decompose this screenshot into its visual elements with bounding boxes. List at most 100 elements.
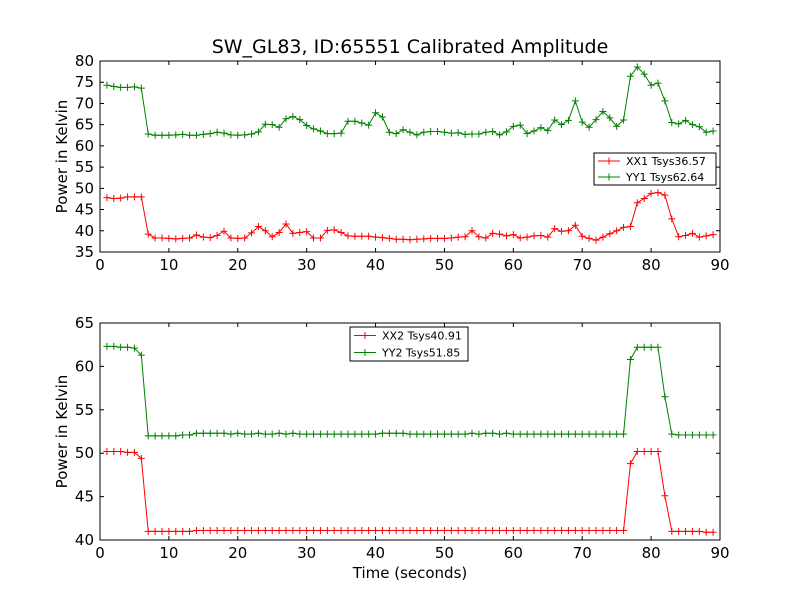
data-point	[516, 526, 524, 534]
data-point	[316, 526, 324, 534]
data-point	[344, 117, 352, 125]
data-point	[358, 526, 366, 534]
data-point	[372, 430, 380, 438]
data-point	[654, 79, 662, 87]
data-point	[172, 131, 180, 139]
data-point	[633, 63, 641, 71]
data-point	[420, 235, 428, 243]
data-point	[268, 121, 276, 129]
data-point	[620, 116, 628, 124]
data-point	[613, 430, 621, 438]
data-point	[213, 429, 221, 437]
data-point	[544, 233, 552, 241]
x-tick-label: 20	[228, 544, 247, 562]
data-point	[227, 131, 235, 139]
data-point	[661, 97, 669, 105]
data-point	[633, 199, 641, 207]
data-point	[502, 429, 510, 437]
y-tick-label: 40	[75, 222, 94, 240]
data-point	[695, 527, 703, 535]
data-point	[248, 130, 256, 138]
data-point	[454, 233, 462, 241]
data-point	[151, 234, 159, 242]
data-point	[620, 526, 628, 534]
data-point	[530, 232, 538, 240]
data-point	[172, 527, 180, 535]
data-point	[254, 223, 262, 231]
data-point	[310, 430, 318, 438]
data-point	[124, 448, 132, 456]
data-point	[179, 527, 187, 535]
data-point	[316, 127, 324, 135]
y-tick-label: 45	[75, 488, 94, 506]
data-point	[688, 431, 696, 439]
data-point	[199, 526, 207, 534]
data-point	[344, 526, 352, 534]
x-tick-label: 50	[435, 544, 454, 562]
data-point	[399, 126, 407, 134]
data-point	[117, 447, 125, 455]
data-point	[220, 429, 228, 437]
data-point	[296, 228, 304, 236]
data-point	[454, 430, 462, 438]
data-point	[496, 131, 504, 139]
data-point	[647, 343, 655, 351]
data-point	[454, 526, 462, 534]
data-point	[261, 430, 269, 438]
data-point	[640, 447, 648, 455]
data-point	[606, 230, 614, 238]
data-point	[103, 342, 111, 350]
data-point	[640, 343, 648, 351]
data-point	[323, 526, 331, 534]
data-point	[406, 430, 414, 438]
data-point	[564, 227, 572, 235]
data-point	[289, 526, 297, 534]
data-point	[654, 447, 662, 455]
legend-swatch	[354, 349, 376, 356]
data-point	[144, 527, 152, 535]
data-point	[654, 189, 662, 197]
data-point	[502, 232, 510, 240]
data-point	[378, 429, 386, 437]
data-point	[537, 526, 545, 534]
y-tick-label: 50	[75, 444, 94, 462]
data-point	[372, 233, 380, 241]
data-point	[468, 429, 476, 437]
data-point	[158, 234, 166, 242]
data-point	[220, 227, 228, 235]
data-point	[420, 430, 428, 438]
x-tick-label: 70	[573, 544, 592, 562]
data-point	[144, 432, 152, 440]
data-point	[275, 429, 283, 437]
x-tick-label: 20	[228, 256, 247, 274]
y-tick-label: 35	[75, 243, 94, 261]
data-point	[399, 429, 407, 437]
data-point	[564, 116, 572, 124]
data-point	[296, 430, 304, 438]
x-tick-label: 50	[435, 256, 454, 274]
data-point	[241, 430, 249, 438]
data-point	[440, 526, 448, 534]
data-point	[323, 226, 331, 234]
data-point	[702, 528, 710, 536]
data-point	[461, 130, 469, 138]
data-point	[330, 226, 338, 234]
data-point	[137, 351, 145, 359]
data-point	[406, 128, 414, 136]
data-point	[344, 232, 352, 240]
data-point	[385, 526, 393, 534]
data-point	[282, 526, 290, 534]
data-point	[206, 526, 214, 534]
data-point	[248, 526, 256, 534]
data-point	[489, 526, 497, 534]
data-point	[234, 526, 242, 534]
data-point	[434, 526, 442, 534]
data-point	[688, 527, 696, 535]
data-point	[303, 122, 311, 130]
data-point	[158, 527, 166, 535]
data-point	[592, 526, 600, 534]
data-point	[606, 430, 614, 438]
data-point	[227, 526, 235, 534]
data-point	[413, 526, 421, 534]
legend-box	[349, 326, 469, 362]
